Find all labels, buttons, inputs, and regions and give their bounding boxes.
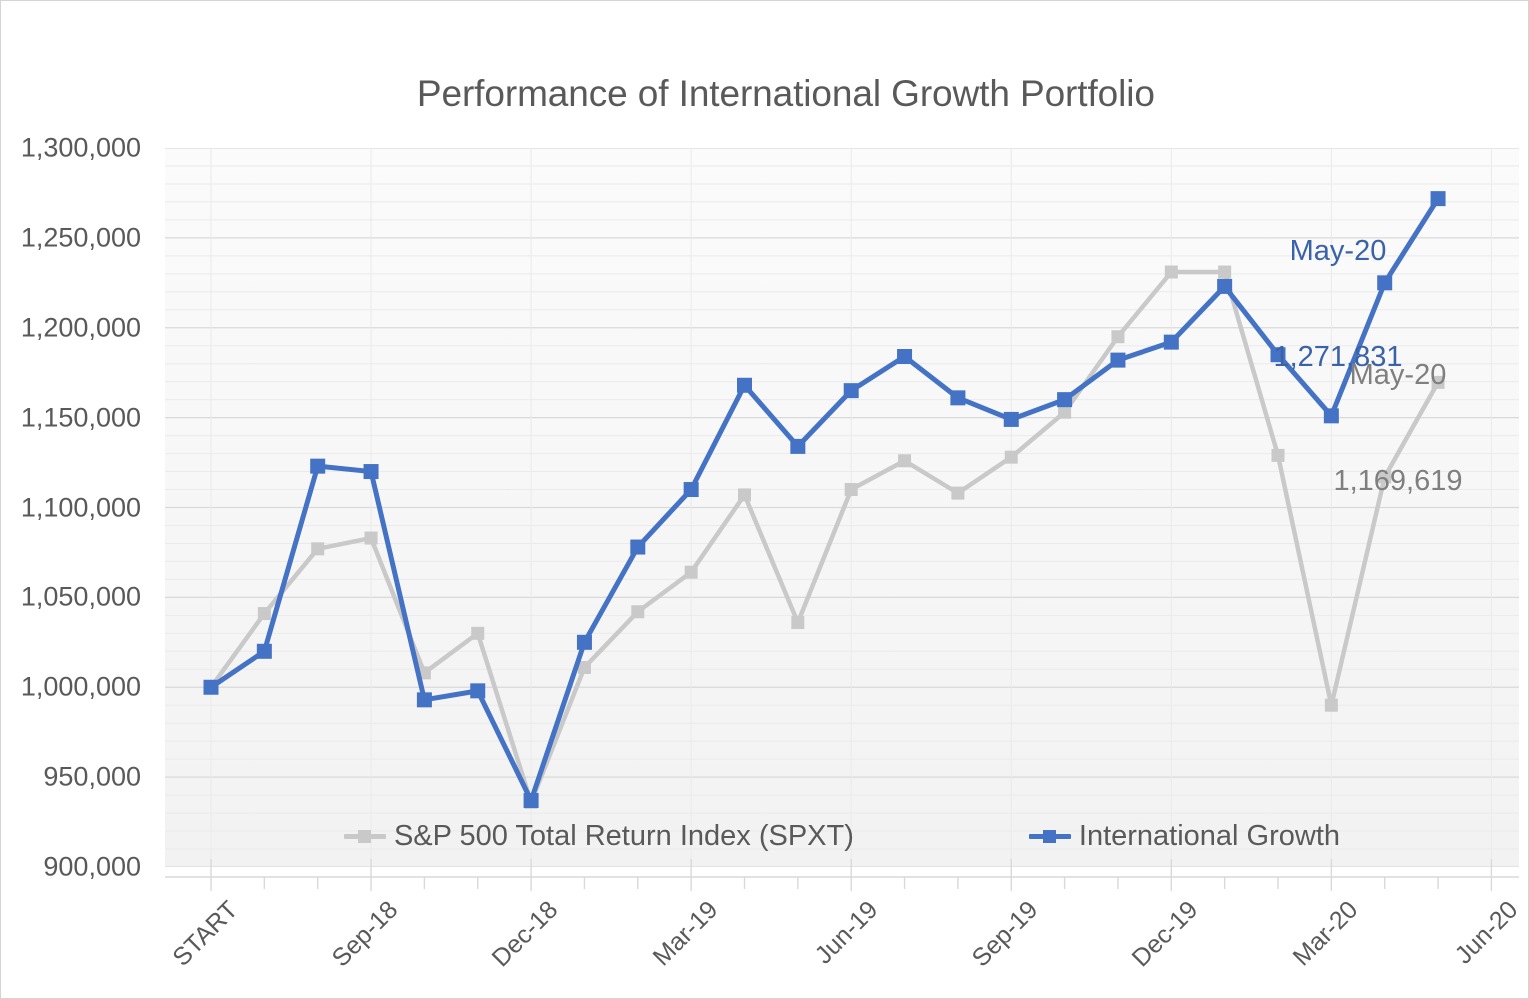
data-point-marker [683, 482, 699, 498]
y-axis-tick-label: 1,250,000 [20, 222, 141, 253]
data-point-marker [1003, 411, 1019, 427]
annotation-value-gray: 1,169,619 [1333, 464, 1463, 497]
data-point-marker [1058, 405, 1072, 419]
data-point-marker [951, 486, 965, 500]
annotation-date-gray: May-20 [1349, 358, 1447, 391]
data-point-marker [630, 539, 646, 555]
data-point-marker [1110, 352, 1126, 368]
data-point-marker [1431, 375, 1445, 389]
x-axis [165, 859, 1519, 891]
data-point-marker [950, 390, 966, 406]
x-axis-tick-label: Jun-19 [809, 895, 884, 970]
data-point-marker [790, 438, 806, 454]
series-layer [203, 191, 1446, 809]
data-point-marker [1163, 334, 1179, 350]
data-point-marker [1377, 275, 1393, 291]
data-point-marker [737, 377, 752, 393]
data-point-marker [844, 483, 858, 497]
data-point-marker [1164, 265, 1178, 279]
x-axis-tick-label: Mar-20 [1287, 895, 1364, 972]
data-point-marker [471, 626, 485, 640]
plot-area [165, 148, 1519, 867]
x-axis-tick-label: Mar-19 [647, 895, 724, 972]
data-point-marker [843, 383, 859, 399]
chart-legend: S&P 500 Total Return Index (SPXT) Intern… [165, 813, 1519, 859]
annotation-value-blue: 1,271,831 [1273, 340, 1403, 373]
data-point-marker [631, 605, 645, 619]
data-point-marker [738, 488, 751, 502]
data-point-marker [1218, 265, 1232, 279]
data-point-marker [523, 792, 539, 808]
data-point-marker [416, 692, 432, 708]
legend-item-international-growth[interactable]: International Growth [1028, 819, 1341, 852]
data-point-marker [470, 683, 486, 699]
data-point-marker [363, 464, 379, 480]
legend-swatch-international-growth-icon [1028, 825, 1071, 847]
x-axis-tick-label: Jun-20 [1449, 895, 1524, 970]
legend-item-spxt[interactable]: S&P 500 Total Return Index (SPXT) [343, 819, 854, 852]
data-annotation-international-growth: May-20 1,271,831 [1223, 163, 1453, 446]
x-axis-tick-label: Dec-18 [486, 895, 564, 973]
y-axis-tick-label: 1,050,000 [20, 581, 141, 612]
y-axis-tick-label: 1,100,000 [20, 492, 141, 522]
data-point-marker [576, 634, 592, 650]
data-point-marker [257, 607, 271, 621]
data-point-marker [1057, 392, 1073, 408]
legend-label-spxt: S&P 500 Total Return Index (SPXT) [393, 819, 854, 852]
chart-title-line-1: Performance of International Growth Port… [416, 73, 1155, 115]
legend-label-international-growth: International Growth [1078, 819, 1341, 852]
data-point-marker [1271, 448, 1285, 462]
data-point-marker [684, 565, 698, 579]
y-axis-tick-label: 1,000,000 [20, 671, 141, 702]
data-point-marker [577, 660, 591, 674]
y-axis-tick-label: 1,300,000 [20, 132, 141, 163]
x-axis-tick-label: Sep-19 [966, 895, 1044, 973]
y-axis-labels: 1,300,000 1,250,000 1,200,000 1,150,000 1,10… [1, 1, 153, 998]
data-point-marker [1323, 408, 1339, 424]
y-axis-tick-label: 900,000 [43, 851, 141, 882]
y-axis-tick-label: 1,200,000 [20, 312, 141, 343]
series-line [208, 196, 1441, 803]
data-point-marker [310, 458, 326, 474]
gridlines [165, 148, 1519, 867]
x-axis-tick-label: Sep-18 [326, 895, 404, 973]
legend-swatch-spxt-icon [343, 825, 386, 847]
series-line [208, 269, 1441, 805]
data-point-marker [1270, 347, 1286, 363]
data-point-marker [898, 454, 912, 468]
data-point-marker [256, 643, 272, 659]
annotation-date-blue: May-20 [1289, 234, 1387, 267]
y-axis-tick-label: 950,000 [43, 761, 141, 792]
data-point-marker [1004, 450, 1018, 464]
data-point-marker [1378, 470, 1392, 484]
data-point-marker [203, 679, 219, 695]
data-annotation-spxt: May-20 1,169,619 [1283, 287, 1513, 570]
data-point-marker [897, 349, 913, 365]
data-point-marker [311, 542, 325, 556]
data-point-marker [791, 616, 805, 630]
data-point-marker [1217, 278, 1233, 294]
data-point-marker [1324, 698, 1338, 712]
x-axis-tick-label: START [167, 895, 244, 972]
data-point-marker [1430, 191, 1446, 207]
y-axis-tick-label: 1,150,000 [20, 402, 141, 433]
data-point-marker [1111, 330, 1125, 344]
x-axis-tick-label: Dec-19 [1126, 895, 1204, 973]
data-point-marker [364, 531, 378, 545]
